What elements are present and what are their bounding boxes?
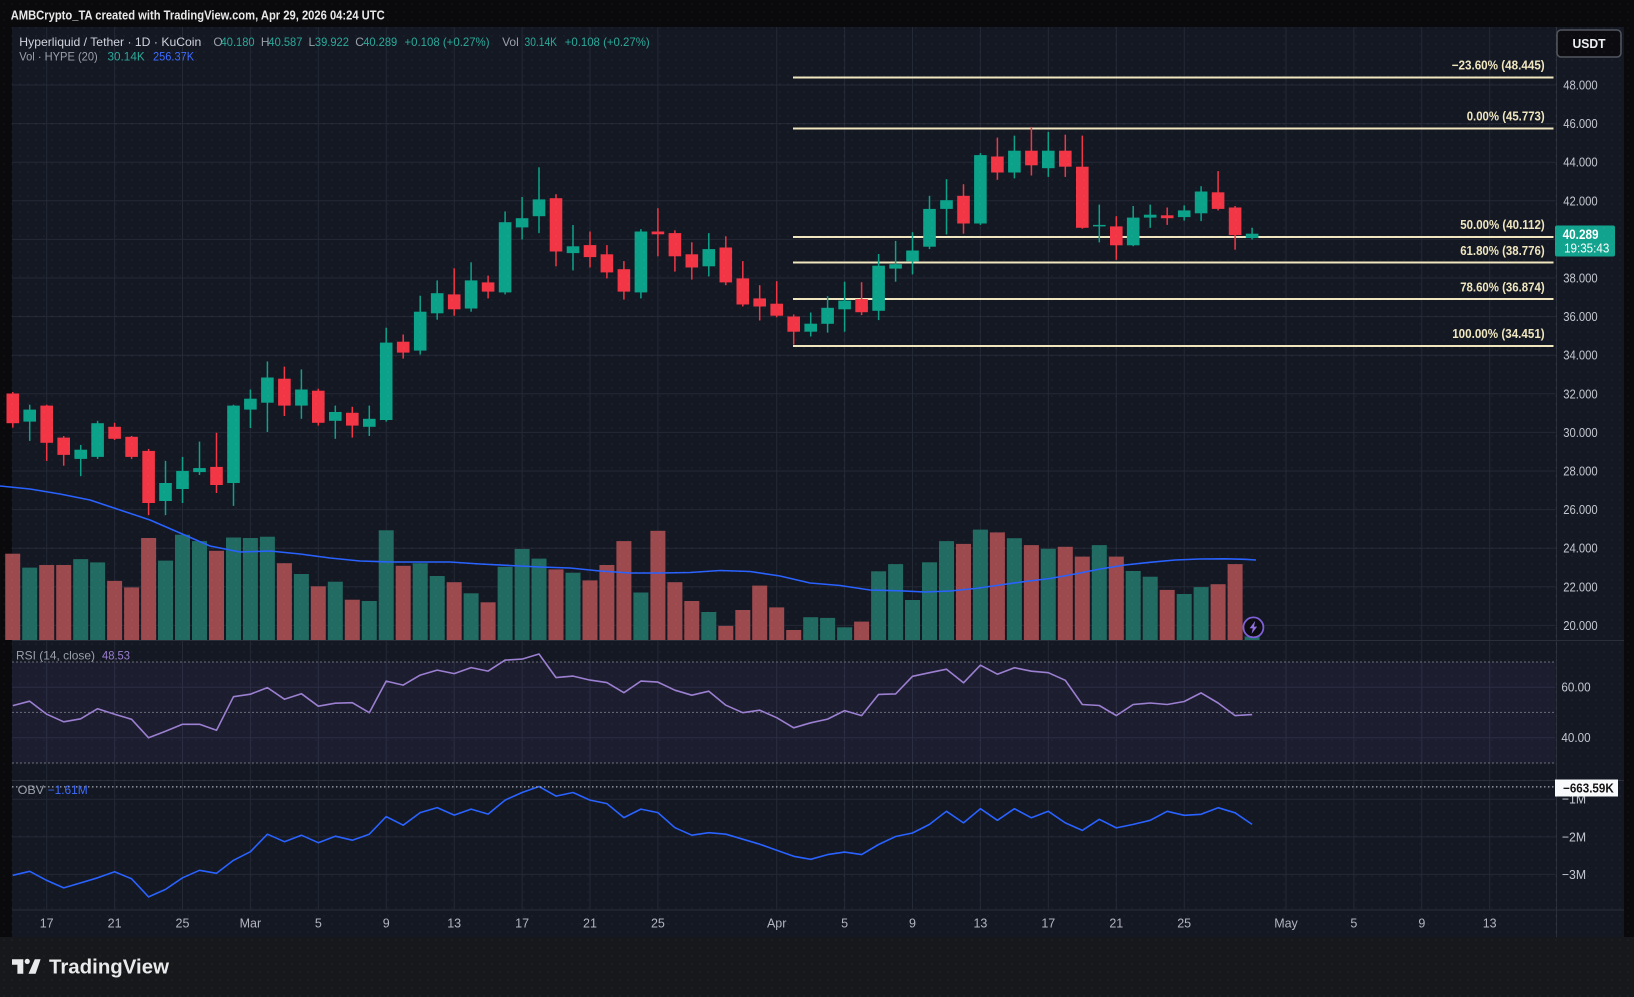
svg-text:−2M: −2M [1562, 829, 1586, 844]
svg-text:100.00% (34.451): 100.00% (34.451) [1452, 327, 1545, 341]
svg-text:26.000: 26.000 [1563, 502, 1598, 517]
svg-text:9: 9 [909, 917, 916, 931]
svg-text:17: 17 [1041, 917, 1055, 931]
svg-text:13: 13 [1483, 917, 1497, 931]
svg-text:36.000: 36.000 [1563, 309, 1598, 324]
svg-text:5: 5 [841, 917, 848, 931]
svg-text:−663.59K: −663.59K [1563, 781, 1614, 795]
svg-text:+0.108 (+0.27%): +0.108 (+0.27%) [405, 35, 490, 49]
svg-text:78.60% (36.874): 78.60% (36.874) [1460, 281, 1545, 295]
svg-text:0.00% (45.773): 0.00% (45.773) [1467, 110, 1545, 124]
svg-text:46.000: 46.000 [1563, 116, 1598, 131]
svg-text:34.000: 34.000 [1563, 348, 1598, 363]
svg-text:17: 17 [40, 917, 54, 931]
svg-text:40.00: 40.00 [1561, 730, 1590, 745]
svg-text:RSI (14, close): RSI (14, close) [16, 649, 95, 663]
svg-text:Mar: Mar [240, 917, 262, 931]
svg-text:61.80% (38.776): 61.80% (38.776) [1460, 244, 1545, 258]
svg-text:Vol · HYPE (20): Vol · HYPE (20) [19, 49, 97, 63]
svg-text:22.000: 22.000 [1563, 579, 1598, 594]
svg-text:17: 17 [515, 917, 529, 931]
svg-text:C: C [355, 35, 364, 49]
svg-text:AMBCrypto_TA created with Trad: AMBCrypto_TA created with TradingView.co… [11, 7, 386, 22]
svg-text:13: 13 [447, 917, 461, 931]
svg-text:13: 13 [973, 917, 987, 931]
svg-text:30.14K: 30.14K [108, 49, 145, 63]
svg-text:30.14K: 30.14K [525, 35, 558, 49]
svg-text:May: May [1274, 917, 1298, 931]
svg-text:24.000: 24.000 [1563, 541, 1598, 556]
svg-text:32.000: 32.000 [1563, 386, 1598, 401]
svg-text:+0.108 (+0.27%): +0.108 (+0.27%) [565, 35, 650, 49]
svg-text:30.000: 30.000 [1563, 425, 1598, 440]
svg-text:OBV: OBV [18, 783, 45, 797]
svg-text:50.00% (40.112): 50.00% (40.112) [1460, 218, 1545, 232]
svg-text:48.000: 48.000 [1563, 78, 1598, 93]
svg-text:20.000: 20.000 [1563, 618, 1598, 633]
svg-text:Apr: Apr [767, 917, 786, 931]
svg-text:60.00: 60.00 [1561, 680, 1590, 695]
svg-text:L: L [309, 35, 316, 49]
svg-text:39.922: 39.922 [315, 35, 349, 49]
svg-text:21: 21 [1109, 917, 1123, 931]
svg-text:28.000: 28.000 [1563, 464, 1598, 479]
svg-text:9: 9 [1418, 917, 1425, 931]
svg-text:40.180: 40.180 [221, 35, 255, 49]
svg-text:H: H [261, 35, 270, 49]
svg-text:−1.61M: −1.61M [48, 783, 88, 797]
svg-text:42.000: 42.000 [1563, 193, 1598, 208]
svg-text:5: 5 [315, 917, 322, 931]
svg-text:O: O [213, 35, 222, 49]
svg-text:40.587: 40.587 [268, 35, 302, 49]
svg-text:Hyperliquid / Tether · 1D · Ku: Hyperliquid / Tether · 1D · KuCoin [19, 35, 201, 49]
svg-text:38.000: 38.000 [1563, 271, 1598, 286]
svg-text:25: 25 [651, 917, 665, 931]
svg-text:21: 21 [108, 917, 122, 931]
svg-text:−23.60% (48.445): −23.60% (48.445) [1452, 59, 1545, 73]
svg-text:−3M: −3M [1562, 867, 1586, 882]
svg-text:5: 5 [1350, 917, 1357, 931]
svg-text:9: 9 [383, 917, 390, 931]
svg-text:21: 21 [583, 917, 597, 931]
svg-text:25: 25 [176, 917, 190, 931]
svg-text:25: 25 [1177, 917, 1191, 931]
svg-text:44.000: 44.000 [1563, 155, 1598, 170]
svg-text:40.289: 40.289 [1563, 227, 1599, 242]
svg-text:40.289: 40.289 [363, 35, 397, 49]
svg-text:48.53: 48.53 [102, 649, 130, 663]
svg-text:19:35:43: 19:35:43 [1564, 242, 1609, 256]
svg-text:TradingView: TradingView [49, 956, 169, 979]
svg-text:USDT: USDT [1573, 36, 1606, 51]
svg-text:Vol: Vol [502, 35, 519, 49]
svg-text:256.37K: 256.37K [153, 49, 194, 63]
